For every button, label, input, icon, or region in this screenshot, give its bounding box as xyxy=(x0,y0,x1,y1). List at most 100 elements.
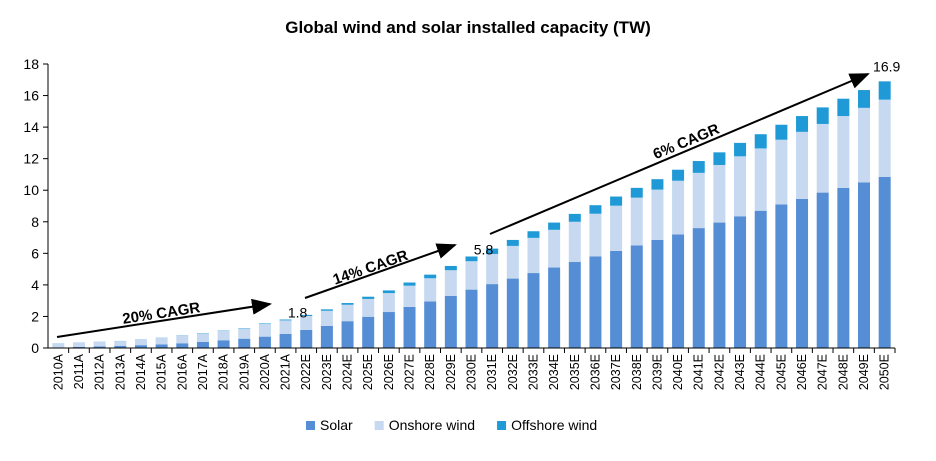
bar-onshore-wind xyxy=(610,205,623,251)
x-tick-label: 2034E xyxy=(547,354,561,390)
bar-onshore-wind xyxy=(796,131,809,199)
bar-offshore-wind xyxy=(403,282,416,286)
bar-offshore-wind xyxy=(837,98,850,117)
bar-offshore-wind xyxy=(713,152,726,165)
y-tick-label: 18 xyxy=(23,56,39,72)
bar-solar xyxy=(341,321,354,348)
bar-onshore-wind xyxy=(341,304,354,322)
bar-solar xyxy=(320,325,333,348)
y-tick-label: 16 xyxy=(23,88,39,104)
x-tick-label: 2018A xyxy=(217,353,231,390)
bar-offshore-wind xyxy=(816,107,829,124)
bar-offshore-wind xyxy=(486,248,499,254)
y-tick-label: 0 xyxy=(31,340,39,356)
y-tick-label: 6 xyxy=(31,245,39,261)
bar-onshore-wind xyxy=(568,221,581,263)
bar-solar xyxy=(444,295,457,348)
bar-offshore-wind xyxy=(672,169,685,181)
bar-solar xyxy=(506,278,519,348)
x-tick-label: 2048E xyxy=(836,354,850,390)
bar-onshore-wind xyxy=(134,339,147,346)
x-tick-label: 2010A xyxy=(51,353,65,390)
x-tick-label: 2049E xyxy=(857,354,871,390)
bar-offshore-wind xyxy=(651,179,664,190)
x-tick-label: 2037E xyxy=(609,354,623,390)
bar-solar xyxy=(93,346,106,348)
bar-onshore-wind xyxy=(444,270,457,296)
cagr-arrow xyxy=(56,298,272,338)
bar-offshore-wind xyxy=(300,314,313,316)
x-tick-label: 2013A xyxy=(113,353,127,390)
bar-solar xyxy=(258,336,271,348)
bar-onshore-wind xyxy=(816,123,829,193)
x-tick-label: 2030E xyxy=(465,354,479,390)
legend-swatch xyxy=(374,421,384,430)
bar-solar xyxy=(527,273,540,348)
bar-offshore-wind xyxy=(630,187,643,198)
bar-onshore-wind xyxy=(238,328,251,339)
bar-offshore-wind xyxy=(506,239,519,246)
total-value-label: 5.8 xyxy=(474,241,494,257)
bar-offshore-wind xyxy=(548,222,561,230)
bar-offshore-wind xyxy=(424,274,437,279)
bar-solar xyxy=(362,316,375,348)
x-tick-label: 2011A xyxy=(72,353,86,389)
x-tick-label: 2029E xyxy=(444,354,458,390)
annotations: 20% CAGR 14% CAGR 6% CAGR 1.8 5.8 16.9 xyxy=(56,58,901,338)
x-tick-label: 2016A xyxy=(175,353,189,390)
bar-offshore-wind xyxy=(341,303,354,305)
legend-swatch xyxy=(497,421,507,430)
bar-solar xyxy=(878,176,891,348)
bar-onshore-wind xyxy=(734,156,747,217)
bar-solar xyxy=(196,341,209,348)
bar-solar xyxy=(610,250,623,348)
bar-onshore-wind xyxy=(713,164,726,223)
y-tick-label: 12 xyxy=(23,151,39,167)
x-tick-label: 2012A xyxy=(93,353,107,390)
bar-solar xyxy=(279,333,292,348)
bar-onshore-wind xyxy=(114,341,127,346)
bar-solar xyxy=(548,267,561,348)
bar-onshore-wind xyxy=(382,293,395,313)
x-tick-label: 2021A xyxy=(279,353,293,390)
x-tick-label: 2041E xyxy=(692,354,706,390)
bar-offshore-wind xyxy=(444,265,457,271)
legend: Solar Onshore wind Offshore wind xyxy=(306,417,597,433)
x-tick-label: 2043E xyxy=(733,354,747,390)
bar-offshore-wind xyxy=(692,161,705,173)
bar-offshore-wind xyxy=(320,309,333,311)
bar-offshore-wind xyxy=(258,323,271,325)
bar-solar xyxy=(72,346,85,348)
bar-solar xyxy=(403,306,416,348)
bar-offshore-wind xyxy=(465,256,478,262)
cagr-arrow xyxy=(489,73,870,235)
bar-onshore-wind xyxy=(362,298,375,317)
bar-onshore-wind xyxy=(320,310,333,326)
bar-onshore-wind xyxy=(403,285,416,307)
bar-onshore-wind xyxy=(589,213,602,257)
bar-solar xyxy=(134,345,147,348)
x-tick-label: 2019A xyxy=(237,353,251,390)
x-tick-label: 2042E xyxy=(712,354,726,390)
bar-onshore-wind xyxy=(93,341,106,347)
x-tick-label: 2026E xyxy=(382,354,396,390)
x-tick-label: 2047E xyxy=(816,354,830,390)
x-tick-label: 2022E xyxy=(299,354,313,390)
bar-onshore-wind xyxy=(279,320,292,334)
bar-solar xyxy=(775,204,788,348)
bar-offshore-wind xyxy=(610,196,623,206)
bar-onshore-wind xyxy=(858,107,871,183)
x-tick-label: 2031E xyxy=(485,354,499,390)
bar-offshore-wind xyxy=(734,142,747,157)
x-tick-label: 2025E xyxy=(361,354,375,390)
x-tick-label: 2039E xyxy=(650,354,664,390)
bar-solar xyxy=(630,245,643,348)
cagr-label: 6% CAGR xyxy=(651,121,722,164)
bar-offshore-wind xyxy=(382,290,395,294)
bar-solar xyxy=(424,301,437,348)
y-tick-label: 4 xyxy=(31,277,39,293)
bar-onshore-wind xyxy=(52,343,65,348)
legend-swatch xyxy=(306,421,315,430)
legend-label: Solar xyxy=(320,417,353,433)
